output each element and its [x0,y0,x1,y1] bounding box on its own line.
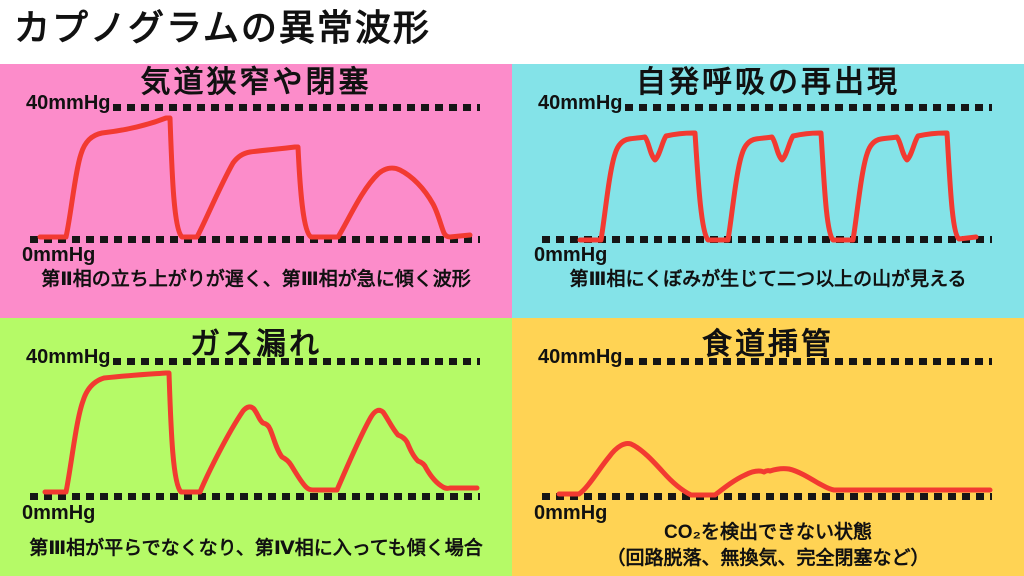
panel-description: CO₂を検出できない状態 （回路脱落、無換気、完全閉塞など） [606,522,930,569]
dotted-line-40mmhg [625,104,992,111]
capnogram-diagram-grid: 気道狭窄や閉塞 40mmHg 0mmHg 第Ⅱ相の立ち上がりが遅く、第Ⅲ相が急に… [0,64,1024,576]
dotted-line-40mmhg [113,358,480,365]
panel-title: ガス漏れ [190,328,322,361]
upper-scale-label: 40mmHg [538,346,623,368]
panel-spontaneous-breathing: 自発呼吸の再出現 40mmHg 0mmHg 第Ⅲ相にくぼみが生じて二つ以上の山が… [512,64,1024,318]
upper-scale-label: 40mmHg [538,92,623,114]
panel-gas-leak: ガス漏れ 40mmHg 0mmHg 第Ⅲ相が平らでなくなり、第Ⅳ相に入っても傾く… [0,318,512,576]
panel-description: 第Ⅱ相の立ち上がりが遅く、第Ⅲ相が急に傾く波形 [41,269,471,290]
dotted-line-40mmhg [113,104,480,111]
panel-esophageal-intubation: 食道挿管 40mmHg 0mmHg CO₂を検出できない状態 （回路脱落、無換気… [512,318,1024,576]
panel-description: 第Ⅲ相が平らでなくなり、第Ⅳ相に入っても傾く場合 [29,538,483,559]
dotted-line-0mmhg [30,493,480,500]
upper-scale-line: 40mmHg [538,347,992,367]
upper-scale-label: 40mmHg [26,92,111,114]
panel-title: 気道狭窄や閉塞 [140,66,372,99]
lower-scale-label: 0mmHg [534,502,608,524]
capnogram-waveform [556,441,993,498]
dotted-line-0mmhg [542,493,992,500]
capnogram-waveform [37,115,473,240]
lower-scale-label: 0mmHg [22,244,96,266]
panel-airway-obstruction: 気道狭窄や閉塞 40mmHg 0mmHg 第Ⅱ相の立ち上がりが遅く、第Ⅲ相が急に… [0,64,512,318]
capnogram-waveform [42,370,480,495]
panel-title: 食道挿管 [702,328,834,361]
title-band: カプノグラムの異常波形 [0,0,1024,64]
lower-scale-label: 0mmHg [534,244,608,266]
upper-scale-label: 40mmHg [26,346,111,368]
capnogram-waveform-chart [42,370,480,495]
capnogram-waveform [577,130,979,243]
dotted-line-0mmhg [542,236,992,243]
upper-scale-line: 40mmHg [26,347,480,367]
lower-scale-label: 0mmHg [22,502,96,524]
dotted-line-40mmhg [625,358,992,365]
upper-scale-line: 40mmHg [538,93,992,113]
dotted-line-0mmhg [30,236,480,243]
panel-title: 自発呼吸の再出現 [636,66,900,99]
page-title: カプノグラムの異常波形 [14,7,431,48]
panel-description: 第Ⅲ相にくぼみが生じて二つ以上の山が見える [569,269,967,290]
capnogram-waveform-chart [577,130,979,243]
upper-scale-line: 40mmHg [26,93,480,113]
capnogram-waveform-chart [556,441,993,498]
capnogram-waveform-chart [37,115,473,240]
